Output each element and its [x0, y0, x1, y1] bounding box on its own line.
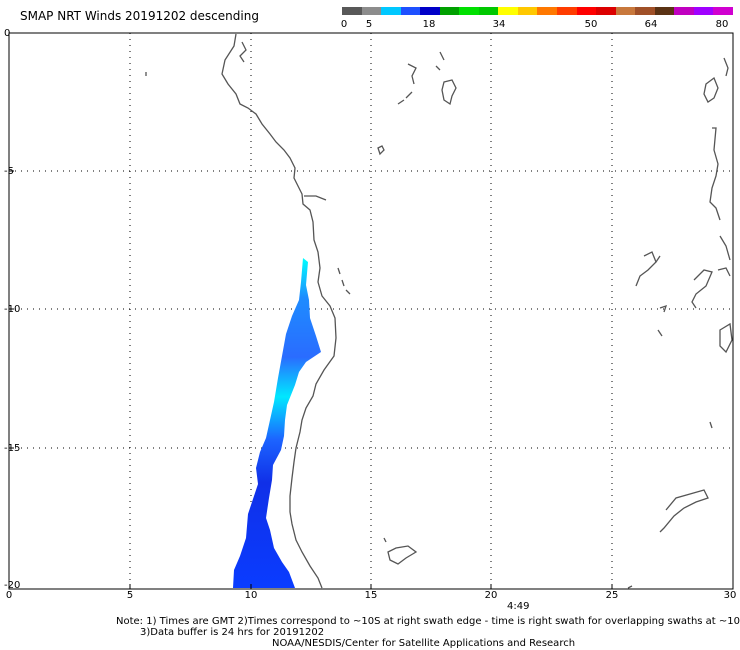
- colorbar-segment-14: [615, 7, 636, 15]
- colorbar-segment-10: [537, 7, 558, 15]
- lat-label-minus10: -10: [4, 304, 21, 315]
- colorbar-segment-4: [420, 7, 440, 15]
- colorbar-label-18: 18: [422, 19, 436, 30]
- colorbar-segment-1: [361, 7, 382, 15]
- colorbar-segment-2: [381, 7, 401, 15]
- colorbar-segment-5: [439, 7, 460, 15]
- colorbar-segment-6: [459, 7, 479, 15]
- colorbar-segment-3: [400, 7, 421, 15]
- colorbar-label-34: 34: [492, 19, 506, 30]
- lat-label-0: 0: [4, 28, 11, 39]
- note-line-2: 3)Data buffer is 24 hrs for 20191202: [140, 627, 325, 638]
- colorbar-label-5: 5: [365, 19, 373, 30]
- wind-speed-colorbar: [342, 7, 733, 15]
- tick-marks: [9, 170, 613, 589]
- colorbar-segment-19: [713, 7, 733, 15]
- colorbar-segment-7: [478, 7, 499, 15]
- lon-label-5: 5: [126, 590, 134, 601]
- colorbar-segment-17: [674, 7, 694, 15]
- note-line-1: Note: 1) Times are GMT 2)Times correspon…: [116, 616, 740, 627]
- colorbar-segment-15: [635, 7, 655, 15]
- lon-label-15: 15: [364, 590, 378, 601]
- colorbar-segment-11: [557, 7, 577, 15]
- lat-label-minus20: -20: [4, 580, 21, 591]
- coastlines: [145, 33, 733, 589]
- colorbar-segment-9: [517, 7, 538, 15]
- colorbar-segment-8: [498, 7, 518, 15]
- map-frame: [8, 32, 734, 590]
- colorbar-segment-16: [654, 7, 675, 15]
- grid-lines: [9, 33, 733, 589]
- lon-label-0: 0: [5, 590, 13, 601]
- colorbar-label-50: 50: [584, 19, 598, 30]
- swath-time-label: 4:49: [507, 601, 530, 612]
- lon-label-25: 25: [605, 590, 619, 601]
- lon-label-20: 20: [484, 590, 498, 601]
- colorbar-segment-12: [576, 7, 597, 15]
- colorbar-label-0: 0: [340, 19, 348, 30]
- colorbar-segment-13: [596, 7, 616, 15]
- colorbar-label-80: 80: [715, 19, 729, 30]
- map-title: SMAP NRT Winds 20191202 descending: [20, 9, 259, 23]
- lon-label-30: 30: [723, 590, 737, 601]
- colorbar-label-64: 64: [644, 19, 658, 30]
- wind-swath: [233, 258, 321, 588]
- lat-label-minus15: -15: [4, 443, 21, 454]
- colorbar-segment-0: [342, 7, 362, 15]
- lon-label-10: 10: [244, 590, 258, 601]
- lat-label-minus5: -5: [4, 166, 14, 177]
- colorbar-segment-18: [693, 7, 714, 15]
- note-line-3: NOAA/NESDIS/Center for Satellite Applica…: [272, 638, 576, 649]
